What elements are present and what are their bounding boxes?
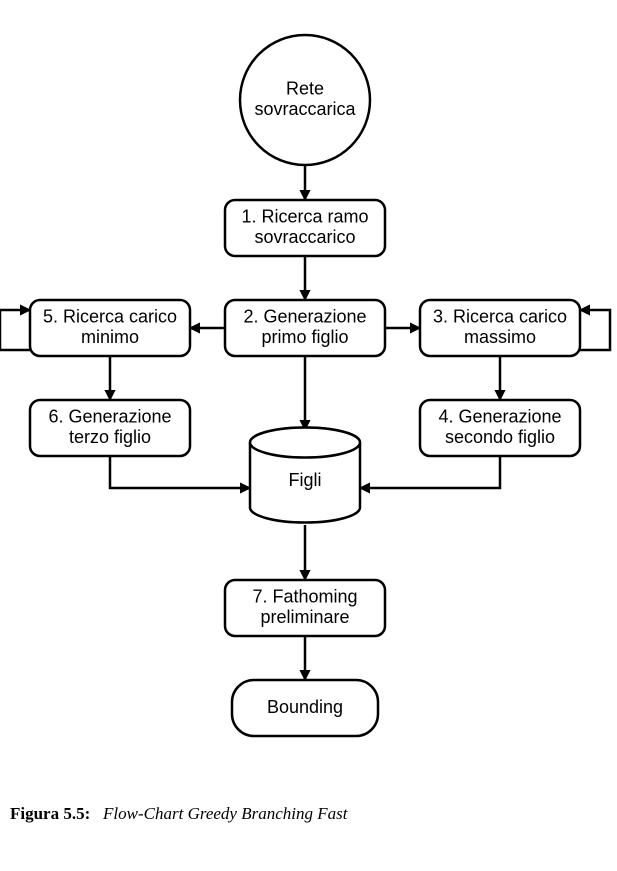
self-loop-n3	[580, 310, 610, 350]
edge-n6-figli	[110, 456, 250, 488]
node-n6: 6. Generazioneterzo figlio	[30, 400, 190, 456]
node-n7-line0: 7. Fathoming	[252, 586, 357, 606]
node-n4: 4. Generazionesecondo figlio	[420, 400, 580, 456]
node-n7-line1: preliminare	[260, 607, 349, 627]
caption-label: Figura 5.5:	[10, 804, 90, 823]
node-n3-line0: 3. Ricerca carico	[433, 306, 567, 326]
node-n5: 5. Ricerca caricominimo	[30, 300, 190, 356]
node-n5-line1: minimo	[81, 327, 139, 347]
node-start: Retesovraccarica	[240, 35, 370, 165]
flowchart-canvas: Retesovraccarica1. Ricerca ramosovraccar…	[0, 0, 617, 790]
node-end-line0: Bounding	[267, 697, 343, 717]
node-start-line0: Rete	[286, 78, 324, 98]
node-n4-line1: secondo figlio	[445, 427, 555, 447]
self-loop-n5	[0, 310, 30, 350]
node-figli: Figli	[250, 428, 360, 523]
node-end: Bounding	[232, 680, 378, 736]
node-n4-line0: 4. Generazione	[438, 406, 561, 426]
edge-n4-figli	[360, 456, 500, 488]
node-n3: 3. Ricerca caricomassimo	[420, 300, 580, 356]
node-n7: 7. Fathomingpreliminare	[225, 580, 385, 636]
node-n2-line1: primo figlio	[261, 327, 348, 347]
node-n1: 1. Ricerca ramosovraccarico	[225, 200, 385, 256]
node-figli-line0: Figli	[288, 470, 321, 490]
caption-text: Flow-Chart Greedy Branching Fast	[103, 804, 347, 823]
node-n6-line0: 6. Generazione	[48, 406, 171, 426]
node-n1-line1: sovraccarico	[254, 227, 355, 247]
node-n2-line0: 2. Generazione	[243, 306, 366, 326]
figure-caption: Figura 5.5: Flow-Chart Greedy Branching …	[0, 790, 617, 824]
node-start-line1: sovraccarica	[254, 99, 356, 119]
node-n5-line0: 5. Ricerca carico	[43, 306, 177, 326]
node-n2: 2. Generazioneprimo figlio	[225, 300, 385, 356]
node-n1-line0: 1. Ricerca ramo	[241, 206, 368, 226]
node-n6-line1: terzo figlio	[69, 427, 151, 447]
node-n3-line1: massimo	[464, 327, 536, 347]
